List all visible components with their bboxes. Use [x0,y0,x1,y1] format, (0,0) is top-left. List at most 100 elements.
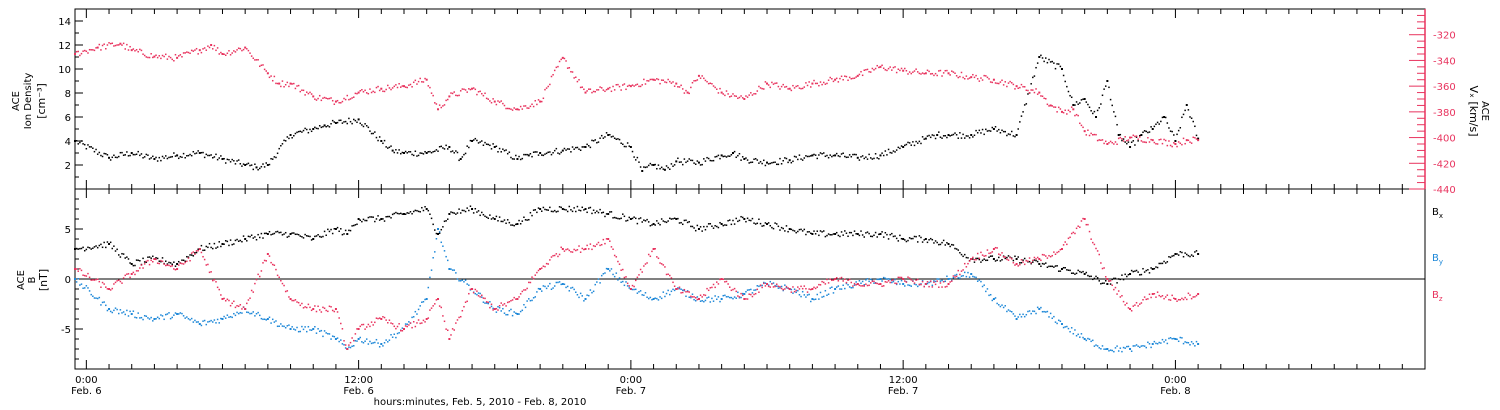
vx-point [221,53,224,55]
density-sample [988,129,990,132]
bx-sample [1014,255,1016,258]
bz-sample [456,319,459,321]
bx-sample [390,217,392,219]
bx-sample [432,223,434,226]
bz-sample [690,295,692,298]
density-sample [769,162,772,165]
vx-sample [1181,143,1183,146]
bz-sample [375,317,378,319]
bz-point [1174,298,1177,300]
density-sample [341,122,344,124]
density-sample [904,144,906,147]
by-sample [192,321,195,323]
by-sample [330,338,332,340]
vx-sample [503,104,506,107]
vx-sample [532,105,535,108]
vx-sample [1014,88,1016,90]
bz-sample [1148,293,1151,296]
vx-sample [908,71,911,73]
vx-sample [412,81,415,84]
density-sample [476,139,478,142]
bz-sample [681,291,684,294]
density-sample [991,126,994,129]
bz-sample [1040,259,1042,262]
by-sample [1077,333,1079,336]
bz-point [902,278,905,280]
bx-sample [895,237,898,240]
by-sample [177,313,180,315]
vx-tick-label: -400 [1433,134,1456,145]
vx-sample [479,90,481,93]
by-sample [105,304,107,307]
by-sample [615,272,618,274]
bz-sample [878,283,880,285]
vx-sample [677,86,679,88]
bx-sample [873,234,875,236]
bz-sample [724,281,726,283]
by-sample [1130,350,1133,352]
by-sample [737,291,739,294]
density-sample [573,148,575,150]
bx-sample [685,219,687,222]
by-point [1174,338,1177,340]
vx-sample [545,87,548,89]
by-sample [693,298,695,301]
bz-sample [365,326,368,328]
vx-sample [835,77,838,80]
bz-sample [810,288,812,291]
density-sample [184,156,186,159]
bz-sample [1064,241,1066,243]
by-sample [1119,347,1122,349]
bx-sample [570,209,572,211]
vx-sample [161,54,164,57]
bz-sample [860,285,862,287]
bx-sample [989,255,992,257]
bz-sample [1093,243,1096,246]
bz-sample [416,322,418,324]
vx-sample [976,78,979,80]
by-sample [359,336,361,339]
density-sample [356,121,358,124]
by-series [74,228,1200,353]
bz-sample [395,327,397,330]
vx-sample [534,100,537,102]
vx-sample [242,48,245,51]
bx-sample [1022,259,1024,261]
bx-sample [186,255,188,258]
by-point [289,328,292,330]
bx-sample [458,208,460,210]
density-sample [1189,116,1191,118]
vx-sample [443,104,446,106]
bx-sample [145,261,148,264]
density-sample [83,143,86,146]
bz-sample [116,280,118,282]
b-field-axis-title: ACE B [nT] [16,269,50,291]
by-sample [1116,345,1118,347]
by-sample [361,341,363,343]
bx-sample [737,220,739,223]
density-point [1174,140,1177,142]
by-sample [975,276,977,279]
density-sample [456,151,459,154]
legend-bz: Bz [1432,290,1443,303]
vx-sample [759,87,762,89]
by-sample [868,280,870,283]
by-sample [1006,310,1008,313]
by-sample [369,340,371,343]
bz-sample [370,321,373,323]
by-sample [968,276,971,278]
bx-sample [618,218,621,220]
vx-sample [852,77,854,80]
bz-sample [122,277,125,279]
density-sample [1075,101,1078,103]
density-sample [377,139,379,142]
bz-sample [691,296,694,298]
bz-sample [1072,231,1075,234]
vx-sample [881,64,883,67]
vx-point [210,44,213,46]
vx-sample [1085,134,1088,136]
density-sample [105,153,107,155]
density-sample [194,152,196,155]
vx-sample [949,74,951,76]
bz-point [244,308,247,310]
